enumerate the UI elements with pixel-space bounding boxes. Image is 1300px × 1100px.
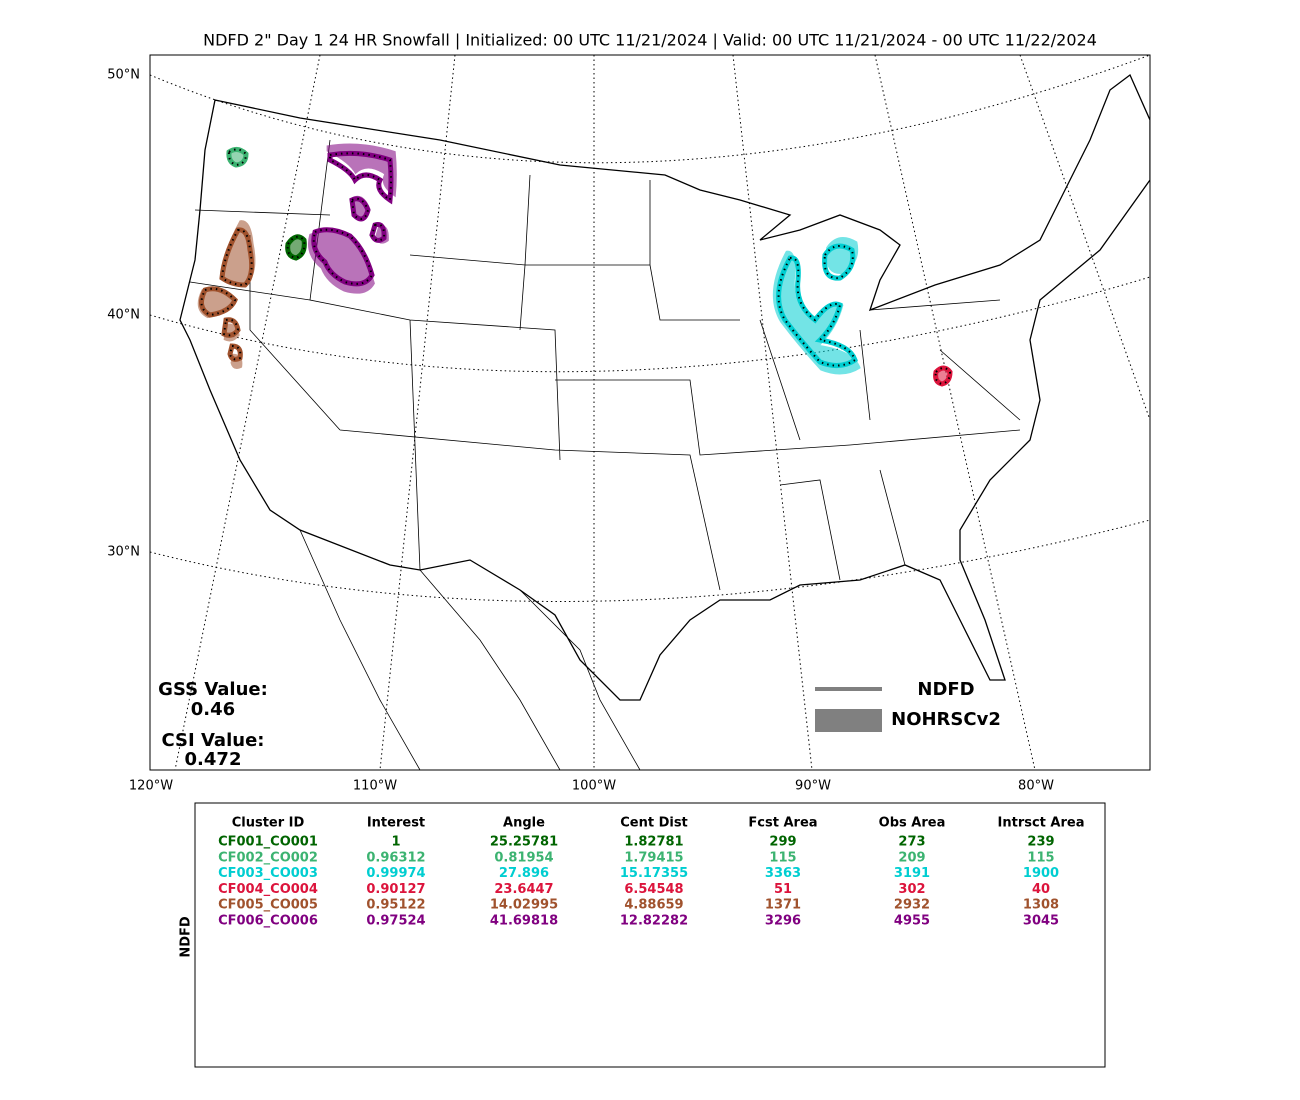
latitude-line [150,276,1150,373]
column-header: Interest [367,816,425,831]
table-cell: 0.95122 [366,898,425,913]
table-cell: 1900 [1023,866,1059,881]
lon-label: 90°W [795,779,831,794]
table-cell: 299 [769,835,796,850]
table-cell: 40 [1032,882,1050,897]
state-lines [189,139,1021,591]
column-header: Cent Dist [620,816,688,831]
table-frame [194,802,1106,1068]
obs-cluster [772,237,861,375]
table-cell: 27.896 [499,866,549,881]
longitude-line [379,55,456,770]
legend-label: NDFD [917,679,974,700]
fcst-cluster-dots [777,245,857,367]
table-cell: 0.97524 [366,914,425,929]
table-cell: 3363 [765,866,801,881]
table-cell: 3191 [894,866,930,881]
longitude-line [174,55,321,770]
csi-label: CSI Value: [162,730,265,751]
legend-label: NOHRSCv2 [891,709,1001,730]
gss-value: 0.46 [191,699,235,720]
fcst-cluster [226,146,249,168]
table-cell: 2932 [894,898,930,913]
fcst-cluster-dots [934,367,952,386]
fcst-cluster [198,227,255,362]
table-cell: CF005_CO005 [218,898,318,913]
table-cell: 3296 [765,914,801,929]
table-cell: 25.25781 [490,835,558,850]
table-cell: 115 [769,850,796,865]
clusters [197,143,953,387]
table-cell: 0.90127 [366,882,425,897]
table-cell: 1308 [1023,898,1059,913]
gss-label: GSS Value: [158,679,268,700]
table-cell: 0.81954 [494,850,553,865]
legend-swatch [815,709,882,732]
map-title: NDFD 2" Day 1 24 HR Snowfall | Initializ… [203,31,1097,50]
table-cell: CF006_CO006 [218,914,318,929]
map: 50°N 40°N 30°N 120°W 110°W 100°W 90°W 80… [107,54,1151,794]
fcst-cluster-dots [286,235,306,260]
table-cell: 1 [391,835,400,850]
lon-label: 120°W [129,779,173,794]
table-side-label: NDFD [179,916,194,958]
table-cell: 15.17355 [620,866,688,881]
table-cell: 6.54548 [624,882,683,897]
table-cell: CF003_CO003 [218,866,318,881]
lat-label: 50°N [107,68,140,83]
lon-label: 100°W [572,779,616,794]
table-cell: 239 [1027,835,1054,850]
table-cell: CF001_CO001 [218,835,318,850]
latitude-line [150,55,1150,164]
lat-label: 40°N [107,308,140,323]
column-header: Cluster ID [232,816,305,831]
table-cell: 3045 [1023,914,1059,929]
mexico-lines [299,529,641,770]
lat-label: 30°N [107,545,140,560]
table-cell: 14.02995 [490,898,558,913]
obs-cluster [307,143,397,294]
longitude-line [874,55,1036,770]
map-body [150,55,1150,770]
table-cell: 0.96312 [366,850,425,865]
csi-value: 0.472 [185,749,242,770]
table-cell: 1371 [765,898,801,913]
table-cell: 302 [898,882,925,897]
longitude-line [732,55,813,770]
map-frame [149,54,1151,771]
table-cell: 12.82282 [620,914,688,929]
table-cell: 4955 [894,914,930,929]
table-cell: 23.6447 [494,882,553,897]
table-cell: 115 [1027,850,1054,865]
table: NDFD Cluster ID Interest Angle Cent Dist Fcs… [179,802,1106,1068]
lon-label: 110°W [353,779,397,794]
column-header: Fcst Area [748,816,817,831]
table-cell: CF002_CO002 [218,850,318,865]
column-header: Obs Area [879,816,946,831]
table-cell: 273 [898,835,925,850]
table-cell: 209 [898,850,925,865]
fcst-cluster-dots [312,152,392,285]
longitude-line [1019,55,1150,421]
table-cell: 0.99974 [366,866,425,881]
table-cell: 1.79415 [624,850,683,865]
column-header: Angle [503,816,545,831]
table-cell: 4.88659 [624,898,683,913]
table-cell: 1.82781 [624,835,683,850]
table-cell: 51 [774,882,792,897]
lon-label: 80°W [1018,779,1054,794]
latitude-line [150,519,1150,602]
us-outline [179,73,1150,701]
column-header: Intrsct Area [998,816,1085,831]
table-cell: CF004_CO004 [218,882,318,897]
table-cell: 41.69818 [490,914,558,929]
